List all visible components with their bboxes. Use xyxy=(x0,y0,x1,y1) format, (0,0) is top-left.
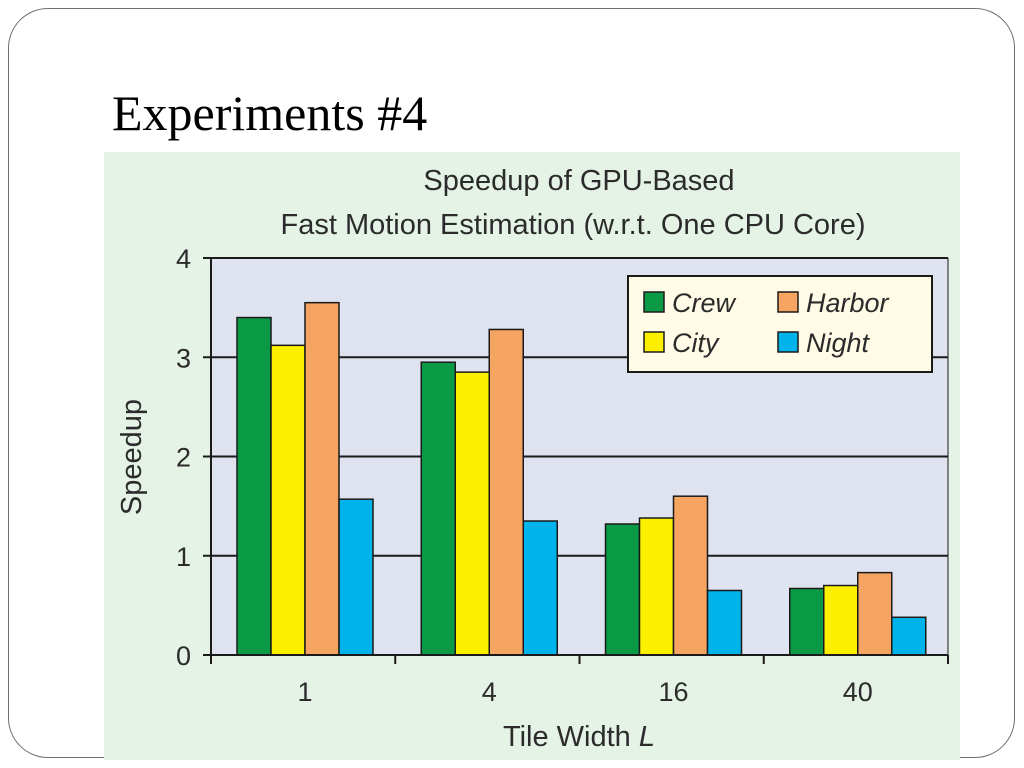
legend-label-city: City xyxy=(672,328,720,358)
chart-subtitle: Fast Motion Estimation (w.r.t. One CPU C… xyxy=(280,209,865,241)
bar-city-40 xyxy=(823,584,859,656)
y-tick-label: 4 xyxy=(176,244,191,274)
bar-crew-40 xyxy=(789,587,825,656)
legend-swatch-crew xyxy=(643,291,665,313)
axes: 0 1 2 3 4 1 4 16 40 xyxy=(176,244,949,707)
y-tick-label: 1 xyxy=(176,542,191,572)
slide-title: Experiments #4 xyxy=(112,85,428,141)
bar-harbor-4 xyxy=(488,328,524,656)
x-axis-label: Tile Width L xyxy=(503,721,655,753)
legend-label-harbor: Harbor xyxy=(806,288,890,318)
x-tick-label: 4 xyxy=(482,677,497,707)
x-axis-label-text: Tile Width xyxy=(503,721,631,753)
bar-city-4 xyxy=(454,371,490,656)
y-axis-label: Speedup xyxy=(116,399,148,515)
bar-night-1 xyxy=(338,498,374,656)
legend-label-night: Night xyxy=(806,328,871,358)
y-tick-label: 3 xyxy=(176,343,191,373)
bar-crew-4 xyxy=(420,361,456,656)
bar-night-16 xyxy=(706,589,743,656)
x-axis-label-variable: L xyxy=(639,721,655,753)
bar-harbor-40 xyxy=(857,571,893,656)
legend-label-crew: Crew xyxy=(672,288,737,318)
bar-city-16 xyxy=(638,517,675,656)
bar-night-4 xyxy=(522,520,558,656)
legend: Crew City Harbor Night xyxy=(627,275,933,373)
legend-swatch-harbor xyxy=(777,291,799,313)
y-tick-label: 0 xyxy=(176,641,191,671)
bar-harbor-1 xyxy=(304,301,340,656)
chart-title: Speedup of GPU-Based xyxy=(423,165,734,197)
bar-crew-1 xyxy=(236,316,272,656)
x-tick-label: 16 xyxy=(658,677,688,707)
bar-night-40 xyxy=(891,616,927,656)
legend-swatch-city xyxy=(643,331,665,353)
chart: Speedup of GPU-Based Fast Motion Estimat… xyxy=(104,152,960,760)
bar-harbor-16 xyxy=(672,495,709,656)
chart-panel: Speedup of GPU-Based Fast Motion Estimat… xyxy=(104,152,960,760)
x-tick-label: 40 xyxy=(843,677,873,707)
bar-crew-16 xyxy=(604,523,641,656)
y-tick-label: 2 xyxy=(176,443,191,473)
bar-city-1 xyxy=(270,344,306,656)
legend-swatch-night xyxy=(777,331,799,353)
x-tick-label: 1 xyxy=(297,677,312,707)
